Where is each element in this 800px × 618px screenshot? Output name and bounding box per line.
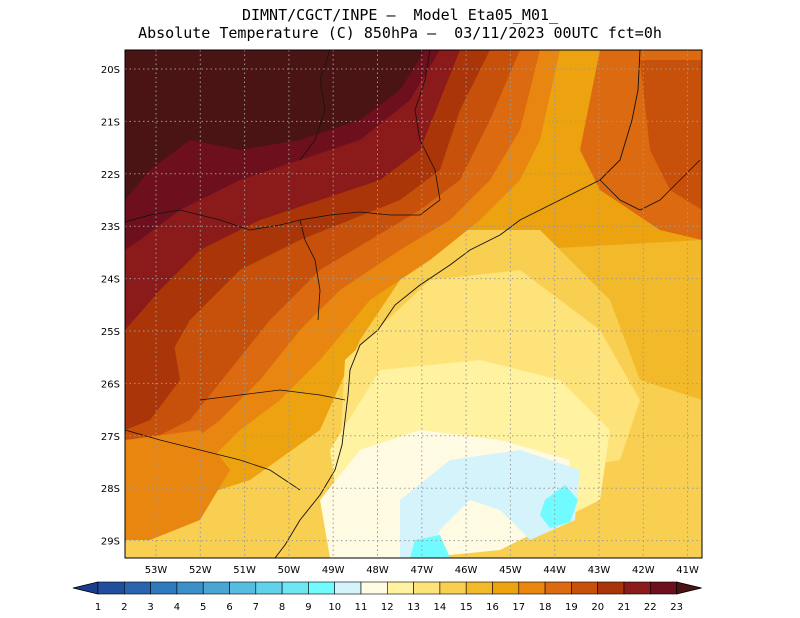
colorbar-segment [439,581,467,595]
field-cool-9-a [540,485,578,528]
colorbar-label: 16 [486,602,499,613]
lon-label: 49W [322,565,345,576]
field-cool-10 [400,450,580,558]
colorbar-label: 10 [328,602,341,613]
field-sw-17 [125,430,230,540]
colorbar-label: 23 [670,602,683,613]
colorbar-label: 18 [539,602,552,613]
colorbar-label: 2 [121,602,127,613]
colorbar-segment [360,581,388,595]
lat-label: 21S [101,117,120,128]
colorbar-right-cap [676,581,702,595]
temperature-field [125,50,702,558]
colorbar-label: 7 [253,602,259,613]
colorbar-segment [176,581,204,595]
colorbar-label: 4 [174,602,180,613]
lat-label: 26S [101,379,120,390]
lon-label: 42W [632,565,655,576]
colorbar-label: 11 [355,602,368,613]
gridlines [125,50,702,558]
colorbar-left-cap [72,581,99,595]
lat-label: 20S [101,65,120,76]
lon-labels: 53W 52W 51W 50W 49W 48W 47W 46W 45W 44W 43W 42W 41W [145,565,699,576]
lon-label: 47W [410,565,433,576]
state-border-a [125,50,441,231]
colorbar-label: 5 [200,602,206,613]
colorbar-label: 3 [147,602,153,613]
field-sw-20 [125,320,180,430]
colorbar-label: 21 [618,602,631,613]
colorbar-segment [623,581,651,595]
colorbar-segment [124,581,151,595]
colorbar-segment [571,581,599,595]
lon-label: 46W [455,565,478,576]
river-border-f [299,50,331,161]
colorbar-segment [150,581,178,595]
colorbar-segment [334,581,362,595]
lat-label: 27S [101,432,120,443]
colorbar-segment [308,581,335,595]
field-east-warmer [640,60,702,210]
colorbar-label: 22 [644,602,657,613]
colorbar-segment [229,581,257,595]
title-line-2: Absolute Temperature (C) 850hPa – 03/11/… [138,24,662,42]
lon-label: 53W [145,565,168,576]
state-border-c [125,429,301,491]
lat-label: 28S [101,484,120,495]
lat-label: 23S [101,222,120,233]
colorbar-label: 20 [591,602,604,613]
state-border-d [199,389,346,401]
lat-labels: 20S 21S 22S 23S 24S 25S 26S 27S 28S 29S [101,65,120,548]
lat-label: 25S [101,327,120,338]
colorbar-segment [465,581,493,595]
colorbar-segment [492,581,520,595]
lon-label: 50W [278,565,301,576]
state-border-b [299,219,321,321]
colorbar-label: 15 [460,602,473,613]
colorbar-segment [649,581,677,595]
colorbar-segment [202,581,230,595]
lon-label: 48W [366,565,389,576]
colorbar-segment [544,581,572,595]
colorbar-segment [281,581,309,595]
lat-label: 29S [101,537,120,548]
map-frame [124,49,703,559]
colorbar-label: 9 [305,602,311,613]
colorbar-segment [386,581,414,595]
colorbar-label: 19 [565,602,578,613]
colorbar-label: 1 [95,602,101,613]
colorbar-labels: 1 2 3 4 5 6 7 8 9 10 11 12 13 14 15 16 17 18 19 20 21 22 23 [95,602,683,613]
colorbar-label: 17 [512,602,525,613]
state-border-e [599,159,701,211]
lat-label: 24S [101,275,120,286]
colorbar-label: 6 [226,602,232,613]
colorbar-label: 8 [279,602,285,613]
lon-label: 44W [543,565,566,576]
colorbar [72,581,702,595]
lat-label: 22S [101,170,120,181]
title-line-1: DIMNT/CGCT/INPE – Model Eta05_M01_ [241,6,559,24]
colorbar-segment [413,581,441,595]
colorbar-segment [518,581,546,595]
lon-label: 52W [189,565,212,576]
colorbar-label: 12 [381,602,394,613]
lon-label: 43W [588,565,611,576]
colorbar-label: 14 [434,602,447,613]
colorbar-segment [597,581,625,595]
lon-label: 51W [233,565,256,576]
lon-label: 41W [676,565,699,576]
colorbar-label: 13 [407,602,420,613]
colorbar-segment [255,581,283,595]
colorbar-segment [97,581,125,595]
lon-label: 45W [499,565,522,576]
